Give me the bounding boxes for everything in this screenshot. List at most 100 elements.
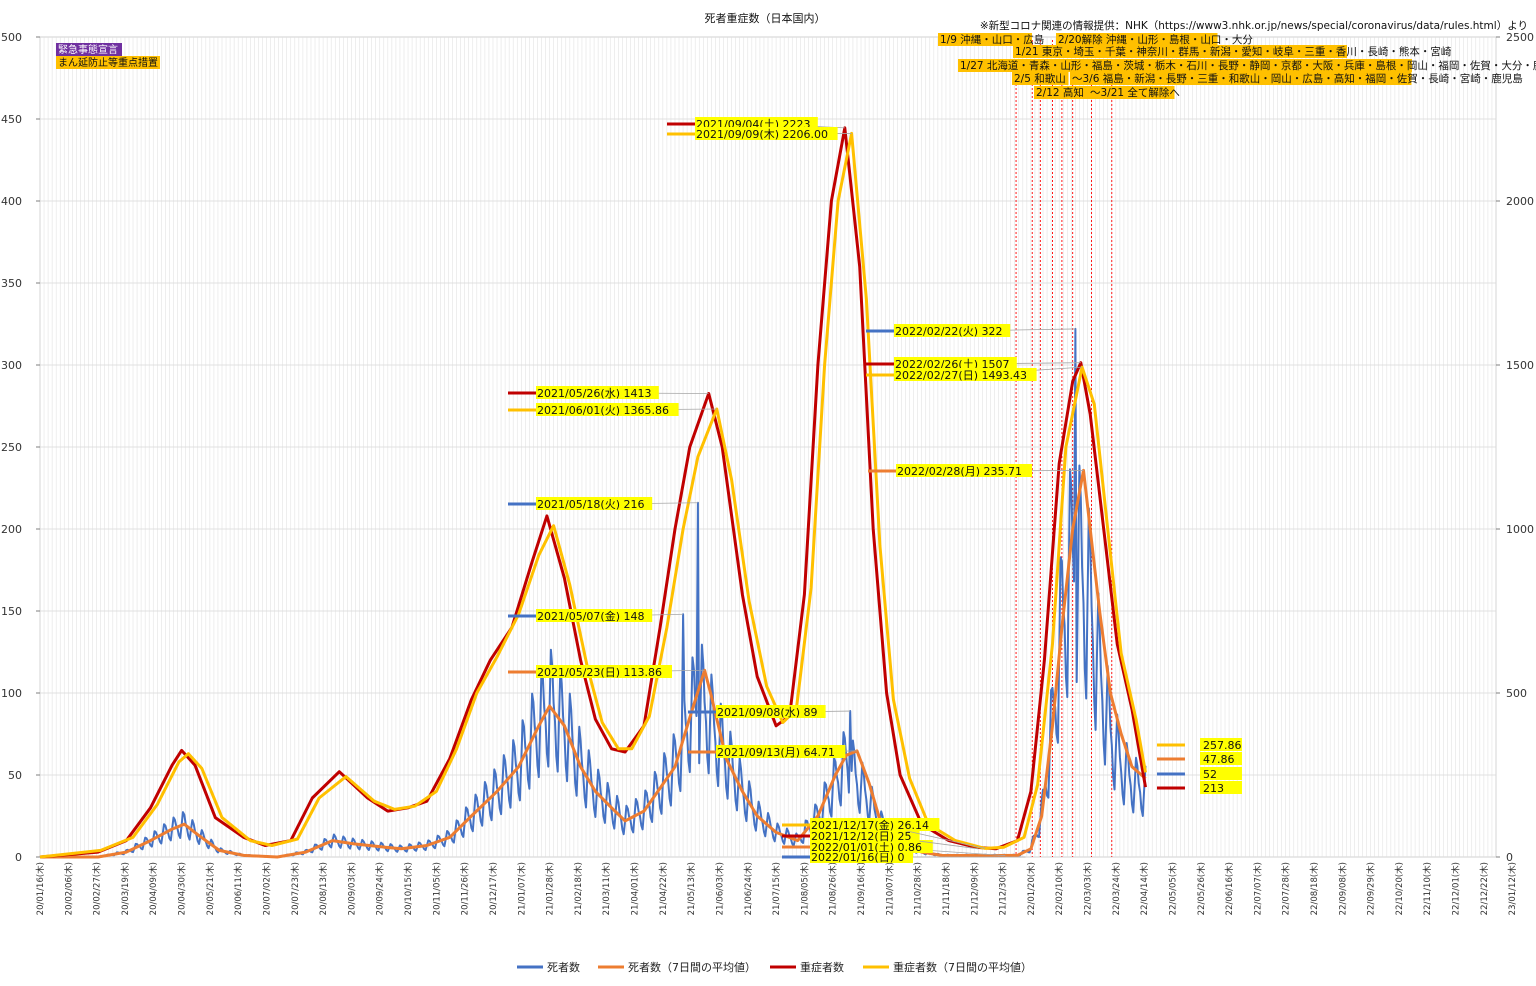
legend-label-severe-avg: 重症者数（7日間の平均値） bbox=[893, 960, 1032, 974]
policy-note-bg bbox=[1012, 72, 1069, 85]
end-value-bg-deaths bbox=[1200, 767, 1242, 780]
x-axis-tick-label: 21/11/18(木) bbox=[941, 862, 952, 915]
policy-note-bg bbox=[1013, 45, 1347, 58]
y-axis-right-tick-label: 2000 bbox=[1506, 195, 1534, 208]
x-axis-tick-label: 23/01/12(木) bbox=[1507, 862, 1518, 915]
x-axis-tick-label: 22/08/18(木) bbox=[1309, 862, 1320, 915]
x-axis-tick-label: 21/08/05(木) bbox=[799, 862, 810, 915]
series-layer bbox=[39, 126, 1147, 859]
callout-label-severe: 2021/12/12(日) 25 bbox=[811, 830, 911, 843]
x-axis-tick-label: 21/06/03(木) bbox=[714, 862, 725, 915]
policy-note-label: 2/20解除 沖縄・山形・島根・山口・大分 bbox=[1058, 33, 1253, 46]
callout-bg-severe_avg bbox=[695, 127, 838, 140]
x-axis-tick-label: 22/05/26(木) bbox=[1196, 862, 1207, 915]
y-axis-left-tick-label: 350 bbox=[1, 277, 22, 290]
x-axis-tick-label: 21/07/15(木) bbox=[771, 862, 782, 915]
x-axis-tick-label: 22/03/03(木) bbox=[1083, 862, 1094, 915]
x-axis-tick-label: 20/12/17(木) bbox=[488, 862, 499, 915]
legend: 死者数 死者数（7日間の平均値） 重症者数 重症者数（7日間の平均値） bbox=[517, 960, 1032, 974]
callout-bg-deaths bbox=[536, 609, 653, 622]
x-axis-tick-label: 20/07/23(木) bbox=[290, 862, 301, 915]
series-line-severe_avg bbox=[39, 131, 1147, 859]
callout-bg-deaths bbox=[894, 324, 1011, 337]
x-axis-tick-label: 20/11/26(木) bbox=[460, 862, 471, 915]
policy-note-label: 1/27 北海道・青森・山形・福島・茨城・栃木・石川・長野・静岡・京都・大阪・兵… bbox=[960, 59, 1536, 72]
callout-label-severe_avg: 2021/09/09(木) 2206.00 bbox=[696, 128, 828, 141]
end-value-label-severe: 213 bbox=[1203, 782, 1224, 795]
x-axis-tick-label: 20/07/02(木) bbox=[261, 862, 272, 915]
policy-note-label: 2/5 和歌山 bbox=[1014, 72, 1066, 85]
callout-label-deaths: 2022/01/16(日) 0 bbox=[811, 851, 904, 864]
callout-bg-deaths bbox=[716, 705, 826, 718]
label-layer: 2021/05/18(火) 216 2021/05/07(金) 148 2021/0… bbox=[508, 117, 1084, 864]
x-axis-tick-label: 21/02/18(木) bbox=[573, 862, 584, 915]
x-axis-tick-label: 20/05/21(木) bbox=[205, 862, 216, 915]
y-axis-left-tick-label: 500 bbox=[1, 31, 22, 44]
callout-label-severe: 2022/02/26(土) 1507 bbox=[895, 358, 1009, 371]
y-axis-left-tick-label: 200 bbox=[1, 523, 22, 536]
callout-bg-severe bbox=[810, 829, 920, 842]
y-axis-right-tick-label: 2500 bbox=[1506, 31, 1534, 44]
x-axis-tick-label: 20/02/06(木) bbox=[63, 862, 74, 915]
x-axis-tick-label: 22/04/14(木) bbox=[1139, 862, 1150, 915]
callout-label-deaths: 2021/09/08(水) 89 bbox=[717, 706, 817, 719]
policy-note-bg bbox=[1070, 72, 1412, 85]
callout-label-deaths: 2021/05/18(火) 216 bbox=[537, 498, 644, 511]
x-axis-tick-label: 20/02/27(木) bbox=[92, 862, 103, 915]
legend-label-severe: 重症者数 bbox=[800, 960, 844, 974]
callout-label-severe_avg: 2021/06/01(火) 1365.86 bbox=[537, 404, 669, 417]
x-axis-tick-label: 21/01/07(木) bbox=[516, 862, 527, 915]
policy-note-label: ～3/6 福島・新潟・長野・三重・和歌山・岡山・広島・高知・福岡・佐賀・長崎・宮… bbox=[1072, 72, 1523, 85]
policy-note-bg bbox=[1088, 86, 1175, 99]
x-axis-tick-label: 21/12/30(木) bbox=[998, 862, 1009, 915]
callout-label-deaths_avg: 2022/02/28(月) 235.71 bbox=[897, 465, 1022, 478]
y-axis-left-tick-label: 150 bbox=[1, 605, 22, 618]
end-value-label-deaths_avg: 47.86 bbox=[1203, 753, 1235, 766]
x-axis-tick-label: 21/08/26(木) bbox=[828, 862, 839, 915]
x-axis-tick-label: 20/10/15(木) bbox=[403, 862, 414, 915]
y-axis-right-tick-label: 1500 bbox=[1506, 359, 1534, 372]
end-value-bg-deaths_avg bbox=[1200, 752, 1242, 765]
x-axis-tick-label: 22/07/07(木) bbox=[1252, 862, 1263, 915]
y-axis-right-tick-label: 500 bbox=[1506, 687, 1527, 700]
source-note: ※新型コロナ関連の情報提供：NHK（https://www3.nhk.or.jp… bbox=[980, 19, 1528, 32]
x-axis-tick-label: 22/02/10(木) bbox=[1054, 862, 1065, 915]
badge-semi-emergency-bg bbox=[56, 56, 160, 69]
policy-note-bg bbox=[1034, 86, 1091, 99]
x-axis-tick-label: 20/01/16(木) bbox=[35, 862, 46, 915]
x-axis-tick-label: 22/01/20(木) bbox=[1026, 862, 1037, 915]
end-value-bg-severe bbox=[1200, 781, 1242, 794]
x-axis-tick-label: 21/01/28(木) bbox=[545, 862, 556, 915]
callout-bg-deaths_avg bbox=[536, 665, 672, 678]
callout-label-deaths: 2022/02/22(火) 322 bbox=[895, 325, 1002, 338]
x-axis-tick-label: 22/03/24(木) bbox=[1111, 862, 1122, 915]
y-axis-left-tick-label: 250 bbox=[1, 441, 22, 454]
badge-semi-emergency: まん延防止等重点措置 bbox=[56, 56, 160, 69]
badge-semi-emergency-text: まん延防止等重点措置 bbox=[58, 56, 158, 69]
policy-note-bg bbox=[958, 59, 1412, 72]
x-axis-tick-label: 20/09/24(木) bbox=[375, 862, 386, 915]
x-axis-tick-label: 21/10/28(木) bbox=[913, 862, 924, 915]
callout-bg-severe_avg bbox=[810, 818, 940, 831]
callout-bg-deaths_avg bbox=[716, 745, 846, 758]
callout-label-deaths_avg: 2022/01/01(土) 0.86 bbox=[811, 841, 922, 854]
y-axis-left-tick-label: 450 bbox=[1, 113, 22, 126]
policy-note-layer: 1/9 沖縄・山口・広島 2/20解除 沖縄・山形・島根・山口・大分1/21 東京… bbox=[938, 33, 1536, 99]
x-axis-tick-label: 20/11/05(木) bbox=[431, 862, 442, 915]
y-axis-left-tick-label: 0 bbox=[15, 851, 22, 864]
x-axis-tick-label: 21/09/16(木) bbox=[856, 862, 867, 915]
badge-emergency-text: 緊急事態宣言 bbox=[58, 43, 118, 56]
y-axis-right-tick-label: 0 bbox=[1506, 851, 1513, 864]
y-axis-left-tick-label: 300 bbox=[1, 359, 22, 372]
callout-bg-severe bbox=[695, 117, 818, 130]
x-axis-tick-label: 20/04/30(木) bbox=[177, 862, 188, 915]
callout-label-severe: 2021/05/26(水) 1413 bbox=[537, 387, 651, 400]
policy-note-label: ～3/21 全て解除へ bbox=[1090, 86, 1180, 99]
callout-bg-deaths_avg bbox=[810, 840, 933, 853]
x-axis-tick-label: 21/03/11(木) bbox=[601, 862, 612, 915]
chart-title: 死者重症数（日本国内） bbox=[705, 11, 826, 25]
callout-bg-deaths bbox=[810, 850, 913, 863]
callout-bg-deaths_avg bbox=[896, 464, 1032, 477]
x-axis-tick-label: 20/09/03(木) bbox=[346, 862, 357, 915]
